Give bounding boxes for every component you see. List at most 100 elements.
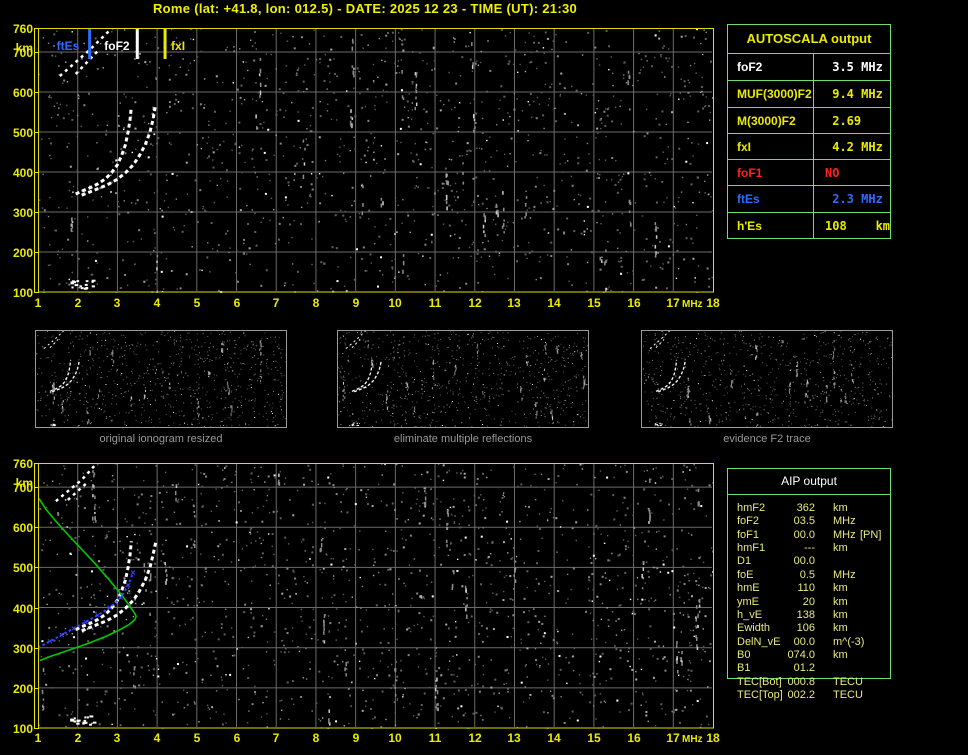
y-axis-tick-label: 200 — [12, 246, 33, 260]
aip-row: B0 074.0 km — [727, 649, 891, 662]
x-axis-tick-label: 6 — [233, 731, 241, 745]
y-axis-tick — [34, 52, 39, 53]
aip-row: B1 01.2 — [727, 662, 891, 675]
x-axis-tick-label: 8 — [312, 296, 320, 310]
autoscala-row-label: foF2 — [737, 60, 763, 74]
y-axis-tick-label: 700 — [12, 46, 33, 60]
aip-row: foF2 03.5 MHz — [727, 515, 891, 528]
autoscala-table-header: AUTOSCALA output — [728, 25, 890, 54]
y-axis-tick-label: 100 — [12, 722, 33, 736]
aip-row-unit: TECU — [833, 675, 863, 688]
aip-row-label: TEC[Top] — [737, 688, 783, 701]
aip-row-value: 20 — [802, 595, 815, 608]
aip-row-value: 0.5 — [799, 568, 815, 581]
aip-row-unit: km — [833, 608, 848, 621]
x-axis-tick-label: 2 — [74, 296, 82, 310]
autoscala-row-label: ftEs — [737, 192, 760, 207]
svg-text:ftEs: ftEs — [57, 39, 80, 53]
autoscala-row-label: MUF(3000)F2 — [737, 87, 812, 102]
x-axis-tick-label: 3 — [113, 296, 121, 310]
y-axis-tick-label: 400 — [12, 166, 33, 180]
aip-row-label: DelN_vE — [737, 635, 781, 648]
y-axis-tick-label: 500 — [12, 561, 33, 575]
x-axis-unit: MHz — [682, 734, 703, 745]
x-axis-tick-label: 2 — [74, 731, 82, 745]
y-axis-tick-label: 760 — [12, 457, 33, 471]
aip-row-label: ymE — [737, 595, 759, 608]
x-axis-tick-label: 3 — [113, 731, 121, 745]
aip-output-table: AIP output — [727, 468, 891, 679]
y-axis-tick — [34, 527, 39, 528]
svg-text:foF2: foF2 — [104, 39, 130, 53]
aip-row-label: hmF2 — [737, 502, 766, 514]
autoscala-row: h'Es 108 km — [728, 211, 890, 239]
aip-row: TEC[Top] 002.2 TECU — [727, 689, 891, 702]
aip-row-unit: km — [833, 502, 848, 514]
autoscala-row-label: h'Es — [737, 218, 762, 233]
page-title: Rome (lat: +41.8, lon: 012.5) - DATE: 20… — [152, 1, 578, 16]
aip-row-label: foF1 — [737, 528, 760, 541]
autoscala-row: fxI 4.2 MHz — [728, 132, 890, 160]
aip-row: DelN_vE 00.0 m^(-3) — [727, 636, 891, 649]
x-axis-tick-label: 9 — [352, 731, 360, 745]
autoscala-row: foF2 3.5 MHz — [728, 54, 890, 80]
autoscala-row-value: 2.69 — [825, 113, 862, 128]
aip-row-value: 03.5 — [793, 515, 815, 528]
x-axis-tick-label: 13 — [507, 731, 521, 745]
x-axis-tick-label: 15 — [587, 296, 601, 310]
autoscala-row: M(3000)F2 2.69 — [728, 106, 890, 134]
aip-row-value: 00.0 — [793, 635, 815, 648]
x-axis-unit: MHz — [682, 299, 703, 310]
autoscala-row-label: foF1 — [737, 166, 763, 181]
y-axis-tick-label: 600 — [12, 86, 33, 100]
y-axis-tick — [34, 172, 39, 173]
y-axis-tick — [34, 608, 39, 609]
autoscala-row-value: 3.5 MHz — [825, 60, 883, 74]
x-axis-tick-label: 15 — [587, 731, 601, 745]
y-axis-line — [34, 28, 35, 292]
aip-row-label: TEC[Bot] — [737, 675, 782, 688]
thumbnail-1 — [35, 330, 287, 428]
y-axis-tick — [34, 567, 39, 568]
aip-row-label: h_vE — [737, 608, 763, 621]
aip-row-value: 106 — [796, 622, 815, 635]
y-axis-tick-label: 100 — [12, 286, 33, 300]
aip-row-value: 002.2 — [787, 688, 815, 701]
y-axis-tick-label: 300 — [12, 642, 33, 656]
aip-row-label: D1 — [737, 555, 752, 568]
autoscala-row-value: 4.2 MHz — [825, 139, 883, 154]
thumbnail-canvas-3 — [643, 331, 892, 427]
y-axis-line — [34, 463, 35, 728]
x-axis-tick-label: 14 — [547, 731, 561, 745]
aip-row-label: B0 — [737, 648, 751, 661]
aip-row-unit: MHz — [833, 568, 856, 581]
aip-row-value: 074.0 — [787, 648, 815, 661]
aip-row: hmE 110 km — [727, 582, 891, 595]
y-axis-tick — [34, 688, 39, 689]
x-axis-tick-label: 6 — [233, 296, 241, 310]
y-axis-tick — [34, 292, 39, 293]
aip-row-value: 000.8 — [787, 675, 815, 688]
x-axis-tick-label: 16 — [627, 731, 641, 745]
thumbnail-canvas-1 — [36, 331, 286, 427]
aip-row: foE 0.5 MHz — [727, 569, 891, 582]
aip-row-unit: km — [833, 582, 848, 595]
y-axis-tick-label: 700 — [12, 481, 33, 495]
x-axis-tick-label: 12 — [468, 296, 482, 310]
aip-row-label: B1 — [737, 662, 751, 675]
aip-row-flag: [PN] — [860, 528, 882, 541]
svg-text:fxI: fxI — [171, 39, 185, 53]
y-axis-unit: km — [15, 41, 33, 55]
y-axis-tick — [34, 728, 39, 729]
thumbnail-canvas-2 — [338, 331, 588, 427]
aip-row-label: Ewidth — [737, 622, 771, 635]
autoscala-output-table: AUTOSCALA output foF2 3.5 MHz MUF(3000)F2 … — [727, 24, 891, 239]
aip-row-value: 110 — [797, 582, 815, 595]
y-axis-tick-label: 300 — [12, 206, 33, 220]
aip-row: hmF2 362 km — [727, 502, 891, 515]
aip-row: foF1 00.0 MHz [PN] — [727, 529, 891, 542]
aip-row-value: 00.0 — [793, 555, 815, 568]
aip-row-unit: km — [833, 542, 848, 554]
x-axis-tick-label: 10 — [388, 731, 402, 745]
